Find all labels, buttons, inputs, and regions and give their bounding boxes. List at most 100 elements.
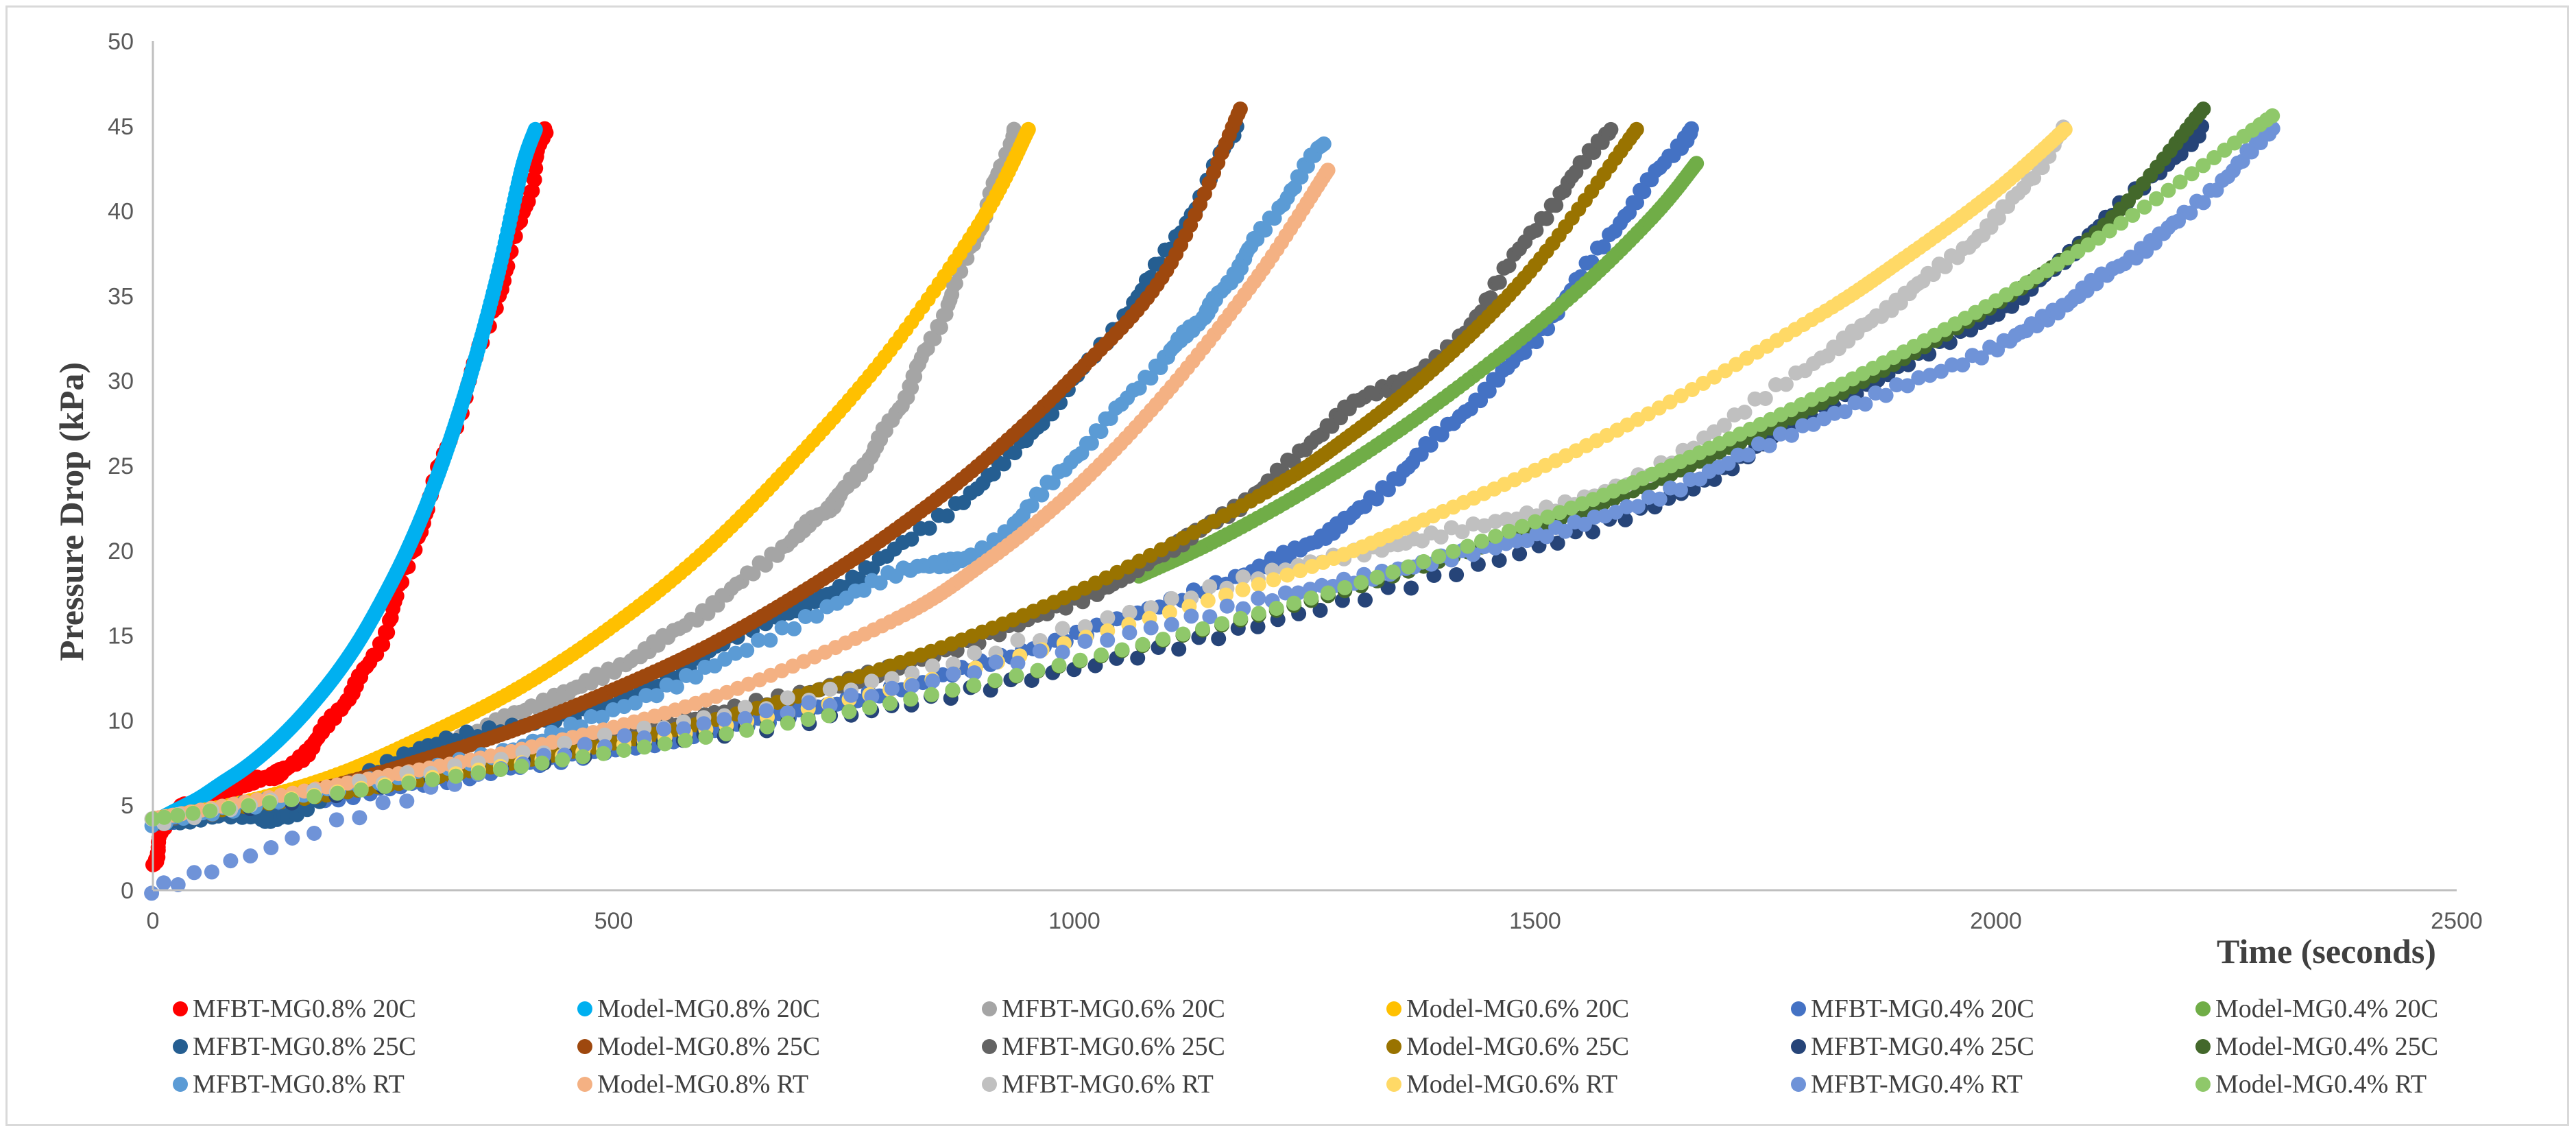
point [2206,150,2222,165]
point [1010,632,1026,648]
point [2136,199,2152,215]
point [262,795,277,811]
legend-item-8: Model-MG0.8% 25C [577,1032,820,1061]
point [1423,438,1439,453]
point [739,722,755,738]
legend-marker [2195,1039,2211,1054]
point [1266,572,1281,588]
point [988,654,1004,670]
point [676,721,692,737]
legend-label: Model-MG0.8% RT [597,1070,808,1099]
point [1433,529,1449,545]
point [1292,563,1308,579]
legend-label: Model-MG0.4% 20C [2215,994,2438,1023]
point [696,716,712,732]
point [1889,377,1905,393]
legend-item-5: MFBT-MG0.4% 20C [1791,994,2034,1023]
legend-item-3: MFBT-MG0.6% 20C [982,994,1225,1023]
point [1528,222,1544,238]
point [751,632,766,648]
point [698,729,714,745]
point [649,688,664,704]
point [596,746,612,761]
legend-label: Model-MG0.4% RT [2215,1070,2427,1099]
point [202,803,218,819]
point [1369,491,1384,507]
legend-item-15: MFBT-MG0.6% RT [982,1070,1214,1099]
point [2195,102,2211,117]
point [719,726,734,741]
legend-label: MFBT-MG0.4% 25C [1811,1032,2034,1061]
legend-marker [173,1039,188,1054]
y-tick-label-4: 20 [108,538,134,564]
y-tick-label-5: 25 [108,453,134,479]
point [353,782,369,798]
point [1491,274,1507,290]
point [872,575,888,591]
point [583,709,599,724]
point [904,532,919,547]
legend-marker [1386,1039,1401,1054]
point [2184,166,2200,182]
point [1737,405,1753,420]
point [1672,482,1688,498]
point [1155,632,1171,647]
y-tick-label-0: 0 [121,878,134,904]
point [1720,455,1736,471]
legend-marker [1791,1001,1806,1016]
point [1175,626,1191,642]
point [904,665,920,681]
x-tick-label-1: 500 [594,908,634,934]
point [1235,582,1251,597]
point [1183,608,1199,624]
point [762,632,778,648]
x-tick-label-3: 1500 [1509,908,1561,934]
point [966,678,982,693]
point [1143,370,1159,386]
point [557,735,573,751]
legend-item-17: MFBT-MG0.4% RT [1791,1070,2023,1099]
point [1143,620,1159,636]
point [800,711,816,727]
series-8 [145,102,1248,826]
point [882,695,898,711]
legend-label: Model-MG0.6% 20C [1406,994,1629,1023]
point [1233,610,1249,626]
point [967,665,983,680]
point [2057,121,2073,137]
point [925,658,940,674]
y-axis-title: Pressure Drop (kPa) [52,362,91,661]
point [2034,160,2050,176]
point [945,682,961,698]
point [1161,604,1177,620]
legend-label: MFBT-MG0.6% 20C [1002,994,1225,1023]
point [186,865,202,881]
point [745,566,761,582]
point [1445,543,1461,559]
point [1006,121,1022,137]
axes: 0 500 1000 1500 2000 2500 0 5 10 15 20 25 30 35 40 45 50 [108,29,2483,934]
point [1974,350,1989,366]
point [1034,487,1050,503]
point [204,864,219,880]
point [1685,382,1700,397]
point [156,809,172,825]
point [780,715,795,731]
point [948,276,963,291]
point [1628,121,1644,137]
x-tick-label-4: 2000 [1970,908,2022,934]
point [638,688,654,704]
point [1380,580,1396,595]
point [1286,595,1302,611]
point [1009,667,1024,683]
point [1501,523,1517,539]
point [808,608,824,624]
point [2243,144,2259,160]
y-tick-label-2: 10 [108,708,134,734]
point [636,739,652,755]
point [786,621,802,636]
point [1120,559,1136,575]
point [1122,625,1137,641]
legend-marker [577,1039,592,1054]
point [758,557,773,573]
